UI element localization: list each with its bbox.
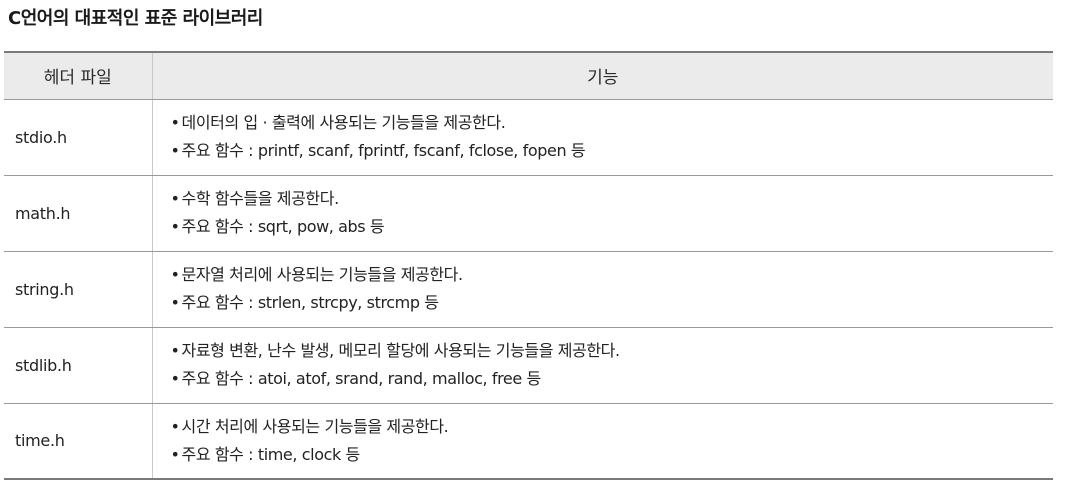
description-text: 데이터의 입 · 출력에 사용되는 기능들을 제공한다. xyxy=(181,113,506,132)
main-functions-line: • 주요 함수 : printf, scanf, fprintf, fscanf,… xyxy=(171,137,1054,165)
main-functions-text: 주요 함수 : time, clock 등 xyxy=(181,444,361,464)
main-functions-text: 주요 함수 : printf, scanf, fprintf, fscanf, … xyxy=(181,141,586,160)
main-functions-text: 주요 함수 : sqrt, pow, abs 등 xyxy=(181,217,385,236)
main-functions-line: • 주요 함수 : atoi, atof, srand, rand, malloc… xyxy=(171,365,1054,393)
bullet-icon: • xyxy=(170,265,180,284)
standard-library-table: 헤더 파일 기능 stdio.h • 데이터의 입 · 출력에 사용되는 기능들을… xyxy=(4,51,1053,480)
bullet-icon: • xyxy=(170,341,180,360)
description-text: 문자열 처리에 사용되는 기능들을 제공한다. xyxy=(181,265,464,284)
main-functions-line: • 주요 함수 : time, clock 등 xyxy=(171,441,1054,469)
table-header-row: 헤더 파일 기능 xyxy=(4,51,1053,100)
description-line: • 시간 처리에 사용되는 기능들을 제공한다. xyxy=(171,413,1054,441)
main-functions-text: 주요 함수 : strlen, strcpy, strcmp 등 xyxy=(181,293,440,312)
description-line: • 자료형 변환, 난수 발생, 메모리 할당에 사용되는 기능들을 제공한다. xyxy=(171,337,1054,365)
function-cell: • 자료형 변환, 난수 발생, 메모리 할당에 사용되는 기능들을 제공한다. … xyxy=(152,327,1054,404)
header-file-cell: string.h xyxy=(4,251,153,328)
main-functions-text: 주요 함수 : atoi, atof, srand, rand, malloc,… xyxy=(181,369,542,388)
bullet-icon: • xyxy=(170,444,180,464)
description-text: 자료형 변환, 난수 발생, 메모리 할당에 사용되는 기능들을 제공한다. xyxy=(181,341,621,360)
header-file-cell: time.h xyxy=(4,403,153,480)
function-cell: • 데이터의 입 · 출력에 사용되는 기능들을 제공한다. • 주요 함수 : p… xyxy=(152,99,1054,176)
function-cell: • 문자열 처리에 사용되는 기능들을 제공한다. • 주요 함수 : strlen… xyxy=(152,251,1054,328)
header-file-cell: math.h xyxy=(4,175,153,252)
page-title: C언어의 대표적인 표준 라이브러리 xyxy=(8,8,263,29)
function-cell: • 수학 함수들을 제공한다. • 주요 함수 : sqrt, pow, abs 등 xyxy=(152,175,1054,252)
bullet-icon: • xyxy=(170,189,180,208)
column-header-function: 기능 xyxy=(152,51,1053,100)
bullet-icon: • xyxy=(170,369,180,388)
bullet-icon: • xyxy=(170,141,180,160)
description-line: • 수학 함수들을 제공한다. xyxy=(171,185,1054,213)
main-functions-line: • 주요 함수 : strlen, strcpy, strcmp 등 xyxy=(171,289,1054,317)
description-line: • 문자열 처리에 사용되는 기능들을 제공한다. xyxy=(171,261,1054,289)
bullet-icon: • xyxy=(170,293,180,312)
header-file-cell: stdlib.h xyxy=(4,327,153,404)
bullet-icon: • xyxy=(170,217,180,236)
table-row: string.h • 문자열 처리에 사용되는 기능들을 제공한다. • 주요 함수… xyxy=(4,251,1054,328)
main-functions-line: • 주요 함수 : sqrt, pow, abs 등 xyxy=(171,213,1054,241)
description-text: 시간 처리에 사용되는 기능들을 제공한다. xyxy=(181,416,449,436)
bullet-icon: • xyxy=(170,113,180,132)
table-row: stdio.h • 데이터의 입 · 출력에 사용되는 기능들을 제공한다. • 주… xyxy=(4,99,1054,176)
table-row: stdlib.h • 자료형 변환, 난수 발생, 메모리 할당에 사용되는 기능… xyxy=(4,327,1054,404)
function-cell: • 시간 처리에 사용되는 기능들을 제공한다. • 주요 함수 : time, c… xyxy=(152,403,1054,480)
table-row: time.h • 시간 처리에 사용되는 기능들을 제공한다. • 주요 함수 : … xyxy=(4,403,1054,480)
column-header-header-file: 헤더 파일 xyxy=(4,51,153,100)
description-text: 수학 함수들을 제공한다. xyxy=(181,189,340,208)
description-line: • 데이터의 입 · 출력에 사용되는 기능들을 제공한다. xyxy=(171,109,1054,137)
header-file-cell: stdio.h xyxy=(4,99,153,176)
bullet-icon: • xyxy=(170,416,180,436)
table-row: math.h • 수학 함수들을 제공한다. • 주요 함수 : sqrt, pow… xyxy=(4,175,1054,252)
